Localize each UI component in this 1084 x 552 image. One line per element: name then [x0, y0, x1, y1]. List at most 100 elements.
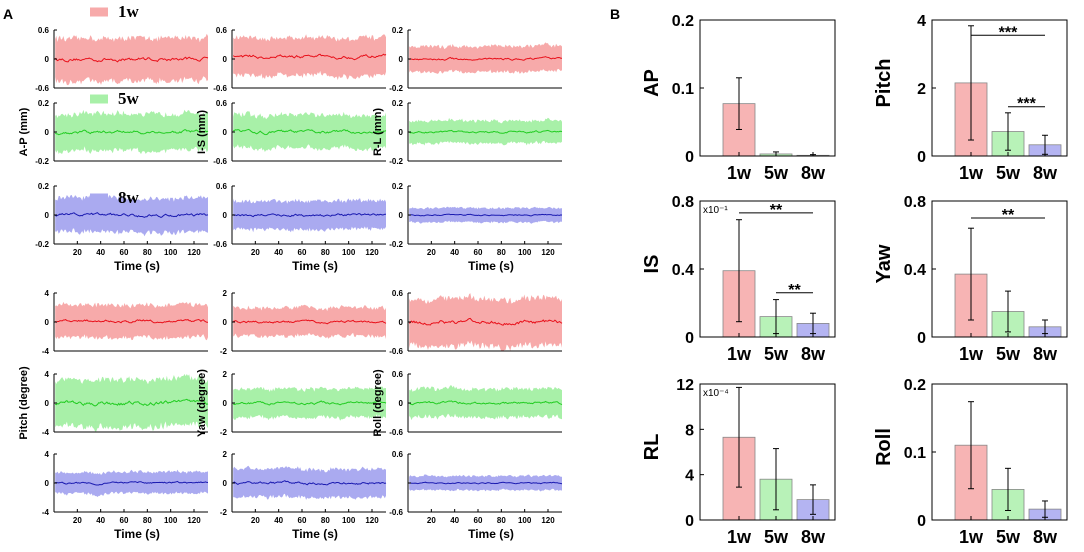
subplot-translation-2-1w: 0.2 0 -0.2: [389, 26, 563, 93]
legend-entry-8w: 8w: [90, 188, 140, 207]
x-tick-label: 60: [474, 248, 483, 257]
y-tick-label: -0.2: [389, 84, 403, 93]
x-tick-label: 100: [518, 248, 532, 257]
x-tick-label: 120: [365, 516, 379, 525]
x-tick-label: 8w: [1033, 527, 1058, 547]
y-axis-label: Yaw (degree): [196, 369, 208, 437]
y-tick-label: -2: [220, 508, 228, 517]
axis-multiplier: x10⁻¹: [703, 205, 728, 216]
x-tick-label: 20: [427, 248, 436, 257]
y-tick-label: 0.2: [38, 99, 50, 108]
axes-box: [699, 383, 836, 521]
y-tick-label: -0.2: [35, 157, 49, 166]
axes-box: [699, 19, 836, 157]
x-tick-label: 8w: [801, 527, 826, 547]
x-tick-label: 1w: [959, 344, 984, 364]
y-tick-label: -0.6: [213, 157, 227, 166]
y-tick-label: 0.6: [216, 99, 228, 108]
subplot-translation-1-8w: 0.6 0 -0.6 20 40 60 80 100 120 Time (s): [213, 182, 387, 273]
x-tick-label: 60: [120, 248, 129, 257]
y-tick-label: 0: [45, 399, 50, 408]
x-tick-label: 80: [143, 516, 152, 525]
x-tick-label: 20: [251, 516, 260, 525]
y-tick-label: 0: [399, 128, 404, 137]
x-axis-label: Time (s): [468, 259, 514, 273]
x-tick-label: 8w: [801, 163, 826, 183]
y-tick-label: 0: [917, 513, 926, 530]
mean-line-8w: [54, 212, 209, 218]
bar-subplot-rl: 12 8 4 0 1w 5w 8w RL x10⁻⁴: [641, 377, 836, 547]
x-tick-label: 80: [143, 248, 152, 257]
y-axis-label: IS: [641, 255, 663, 274]
y-tick-label: 0.6: [38, 26, 50, 35]
legend-label: 5w: [118, 89, 140, 108]
panel-a-label: A: [3, 6, 13, 22]
y-tick-label: -4: [42, 508, 50, 517]
y-tick-label: -0.6: [35, 84, 49, 93]
y-tick-label: 0: [223, 399, 228, 408]
y-tick-label: -0.6: [213, 84, 227, 93]
x-tick-label: 60: [474, 516, 483, 525]
y-axis-label: Pitch: [873, 59, 895, 108]
bar-subplot-roll: 0.2 0.1 0 1w 5w 8w Roll: [873, 377, 1068, 547]
y-tick-label: 0: [223, 211, 228, 220]
x-tick-label: 1w: [727, 163, 752, 183]
y-tick-label: -0.6: [389, 428, 403, 437]
subplot-translation-0-5w: 0.2 0 -0.2: [35, 99, 209, 166]
y-tick-label: -0.6: [389, 347, 403, 356]
x-tick-label: 60: [298, 248, 307, 257]
subplot-translation-0-8w: 0.2 0 -0.2 20 40 60 80 100 120 Time (s): [35, 182, 209, 273]
x-tick-label: 5w: [996, 163, 1021, 183]
bar-subplot-ap: 0.2 0.1 0 1w 5w 8w AP: [641, 13, 836, 183]
x-tick-label: 20: [73, 248, 82, 257]
subplot-translation-2-8w: 0.2 0 -0.2 20 40 60 80 100 120 Time (s): [389, 182, 563, 273]
subplot-translation-2-5w: 0.2 0 -0.2: [389, 99, 563, 166]
x-axis-label: Time (s): [292, 259, 338, 273]
x-axis-label: Time (s): [114, 527, 160, 541]
y-tick-label: 0.2: [392, 182, 404, 191]
band-1w: [55, 301, 209, 341]
x-tick-label: 40: [96, 516, 105, 525]
y-tick-label: 4: [45, 289, 50, 298]
x-tick-label: 1w: [959, 527, 984, 547]
x-tick-label: 100: [342, 248, 356, 257]
x-tick-label: 5w: [764, 527, 789, 547]
x-tick-label: 8w: [801, 344, 826, 364]
x-tick-label: 100: [164, 248, 178, 257]
y-tick-label: 0.8: [904, 194, 926, 211]
y-tick-label: 8: [685, 422, 694, 439]
x-tick-label: 5w: [764, 344, 789, 364]
x-tick-label: 8w: [1033, 344, 1058, 364]
x-tick-label: 80: [321, 516, 330, 525]
y-tick-label: -2: [220, 428, 228, 437]
mean-line-1w: [408, 317, 563, 326]
y-tick-label: 4: [45, 370, 50, 379]
bar-subplot-pitch: 4 2 0 1w 5w 8w Pitch *** ***: [873, 13, 1068, 183]
mean-line-1w: [232, 53, 387, 61]
x-axis-label: Time (s): [468, 527, 514, 541]
y-tick-label: 2: [917, 81, 926, 98]
y-tick-label: 0.2: [392, 99, 404, 108]
subplot-rotation-1-1w: 2 0 -2: [220, 289, 387, 356]
axis-multiplier: x10⁻⁴: [703, 388, 729, 399]
legend-label: 8w: [118, 188, 140, 207]
x-tick-label: 40: [450, 516, 459, 525]
y-tick-label: 0: [45, 318, 50, 327]
y-tick-label: 0: [399, 211, 404, 220]
significance-stars: **: [788, 282, 801, 299]
y-tick-label: 0: [223, 318, 228, 327]
y-tick-label: 0: [685, 330, 694, 347]
y-tick-label: 0.4: [904, 262, 926, 279]
y-tick-label: 0: [399, 55, 404, 64]
y-tick-label: 0: [45, 128, 50, 137]
band-5w: [55, 374, 209, 432]
x-axis-label: Time (s): [114, 259, 160, 273]
mean-line-5w: [408, 129, 563, 134]
subplot-translation-1-1w: 0.6 0 -0.6: [213, 26, 387, 93]
y-tick-label: 0.4: [672, 262, 694, 279]
y-axis-label: I-S (mm): [196, 110, 208, 154]
y-tick-label: 0.2: [904, 377, 926, 394]
x-tick-label: 5w: [996, 527, 1021, 547]
